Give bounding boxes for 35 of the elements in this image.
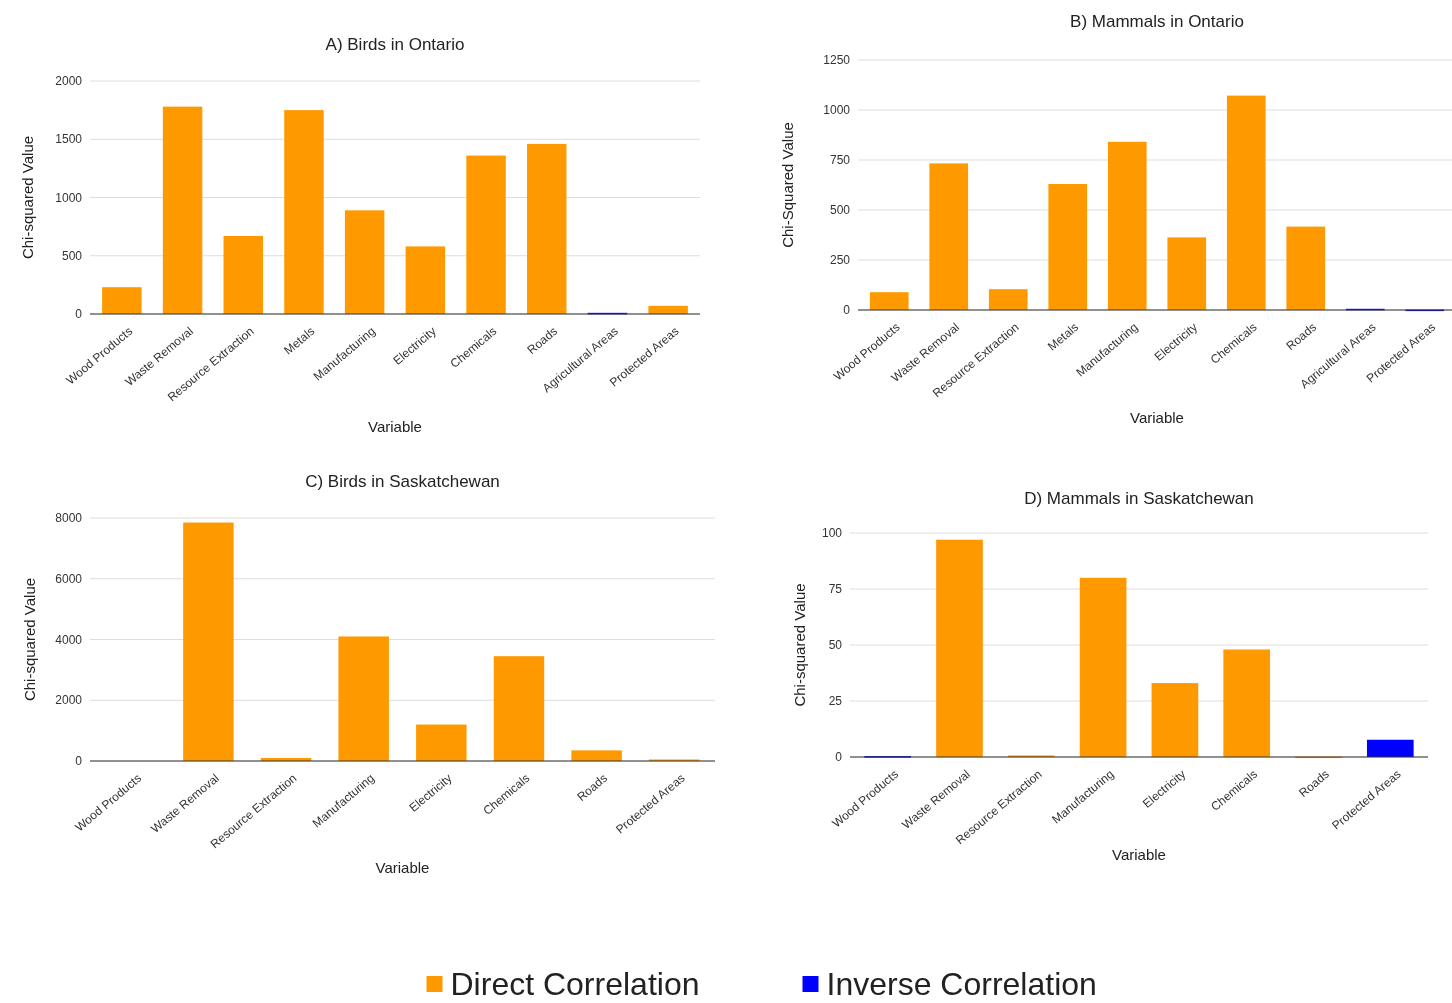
y-tick-label: 0 bbox=[843, 303, 851, 318]
y-tick-label: 4000 bbox=[55, 632, 83, 647]
y-tick-label: 0 bbox=[75, 754, 83, 769]
y-tick-label: 25 bbox=[828, 694, 843, 709]
y-tick-label: 0 bbox=[75, 307, 83, 322]
y-tick-label: 1500 bbox=[55, 132, 83, 147]
y-axis-title: Chi-squared Value bbox=[21, 577, 39, 702]
y-tick-label: 1000 bbox=[55, 190, 83, 205]
chart-title: A) Birds in Ontario bbox=[325, 35, 465, 54]
y-tick-label: 1000 bbox=[823, 103, 851, 118]
legend-label: Inverse Correlation bbox=[826, 966, 1097, 1003]
x-axis-title: Variable bbox=[1130, 409, 1184, 426]
y-tick-label: 100 bbox=[821, 526, 843, 541]
y-tick-label: 500 bbox=[829, 203, 851, 218]
chart-title: B) Mammals in Ontario bbox=[1070, 12, 1244, 31]
y-tick-label: 2000 bbox=[55, 74, 83, 89]
x-axis-title: Variable bbox=[375, 859, 430, 876]
y-axis-title: Chi-squared Value bbox=[19, 135, 37, 260]
y-tick-label: 75 bbox=[828, 582, 843, 597]
y-tick-label: 6000 bbox=[55, 571, 83, 586]
x-axis-title: Variable bbox=[368, 418, 422, 435]
y-tick-label: 750 bbox=[829, 153, 851, 168]
y-tick-label: 500 bbox=[61, 248, 83, 263]
legend-label: Direct Correlation bbox=[450, 966, 700, 1003]
y-tick-label: 1250 bbox=[823, 53, 851, 68]
y-tick-label: 2000 bbox=[55, 693, 83, 708]
y-tick-label: 50 bbox=[828, 638, 843, 653]
x-axis-title: Variable bbox=[1112, 846, 1166, 863]
y-tick-label: 250 bbox=[829, 253, 851, 268]
y-tick-label: 8000 bbox=[55, 511, 83, 526]
chart-title: C) Birds in Saskatchewan bbox=[305, 472, 500, 491]
chart-title: D) Mammals in Saskatchewan bbox=[1024, 489, 1254, 508]
y-axis-title: Chi-Squared Value bbox=[779, 122, 797, 248]
y-tick-label: 0 bbox=[835, 750, 843, 765]
y-axis-title: Chi-squared Value bbox=[791, 583, 809, 707]
